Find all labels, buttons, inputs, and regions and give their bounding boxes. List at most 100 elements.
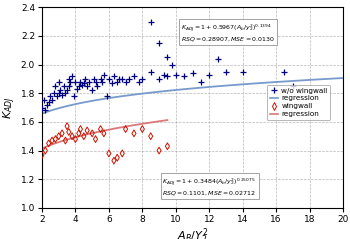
Point [164,55,170,59]
Point [94,84,100,88]
Point [126,77,132,81]
Point [136,80,142,84]
Point [76,84,82,88]
Point [93,80,98,84]
Point [63,91,68,95]
Point [89,88,95,92]
Point [98,77,103,81]
Point [106,152,112,155]
X-axis label: $A_B/Y_2^2$: $A_B/Y_2^2$ [177,227,208,239]
Point [78,127,83,131]
Point [190,71,195,75]
Point [43,149,48,152]
Point [66,130,71,134]
Point [101,73,107,76]
Point [56,91,62,95]
Point [93,137,98,141]
Point [63,139,68,142]
Point [52,84,58,88]
Point [282,70,287,74]
Point [64,124,70,128]
Point [46,100,51,104]
Point [54,94,60,98]
Point [123,80,128,84]
Point [59,131,65,135]
Point [106,77,112,81]
Point [41,98,47,102]
Point [161,73,167,76]
Point [52,137,58,141]
Point [156,149,162,152]
Point [49,139,55,142]
Point [156,41,162,45]
Point [69,134,75,138]
Point [131,74,137,78]
Point [49,98,55,102]
Point [140,127,145,131]
Point [44,103,50,107]
Point [148,20,154,23]
Point [81,134,86,138]
Y-axis label: $K_{ADJ}$: $K_{ADJ}$ [1,96,18,119]
Point [91,77,97,81]
Point [181,74,187,78]
Point [39,106,45,109]
Point [111,74,117,78]
Point [290,84,296,88]
Point [98,127,103,131]
Point [73,80,78,84]
Point [39,153,45,157]
Point [84,84,90,88]
Point [104,94,110,98]
Point [119,77,125,81]
Point [84,129,90,132]
Point [173,73,178,76]
Point [164,144,170,148]
Point [131,131,137,135]
Point [76,131,82,135]
Point [114,80,120,84]
Text: $K_{ADJ}=1+0.5967(A_b/y_2^2)^{0.1394}$
$RSQ=0.28907, MSE=0.0130$: $K_{ADJ}=1+0.5967(A_b/y_2^2)^{0.1394}$ $… [181,23,275,43]
Point [140,77,145,81]
Point [56,80,62,84]
Point [46,141,51,145]
Point [240,70,245,74]
Point [51,91,56,95]
Point [68,80,73,84]
Point [83,77,88,81]
Point [43,109,48,112]
Point [110,81,115,85]
Point [86,80,92,84]
Point [116,77,122,81]
Point [78,80,83,84]
Point [74,87,80,91]
Point [111,159,117,163]
Point [164,74,170,78]
Point [99,80,105,84]
Text: $K_{ADJ}=1+0.3484(A_b/y_2^2)^{0.25075}$
$RSQ=0.1101, MSE=0.02712$: $K_{ADJ}=1+0.3484(A_b/y_2^2)^{0.25075}$ … [162,176,257,197]
Point [123,127,128,131]
Point [170,63,175,66]
Point [69,74,75,78]
Point [66,77,71,81]
Point [81,81,86,85]
Point [156,77,162,81]
Point [215,57,220,61]
Point [148,70,154,74]
Point [198,80,204,84]
Point [58,88,63,92]
Point [119,152,125,155]
Point [48,94,53,98]
Point [223,70,229,74]
Point [148,134,154,138]
Point [101,131,107,135]
Point [206,73,212,76]
Point [66,84,71,88]
Point [56,134,62,138]
Point [61,84,66,88]
Point [89,131,95,135]
Point [79,83,85,87]
Point [73,137,78,141]
Point [59,93,65,97]
Point [71,94,77,98]
